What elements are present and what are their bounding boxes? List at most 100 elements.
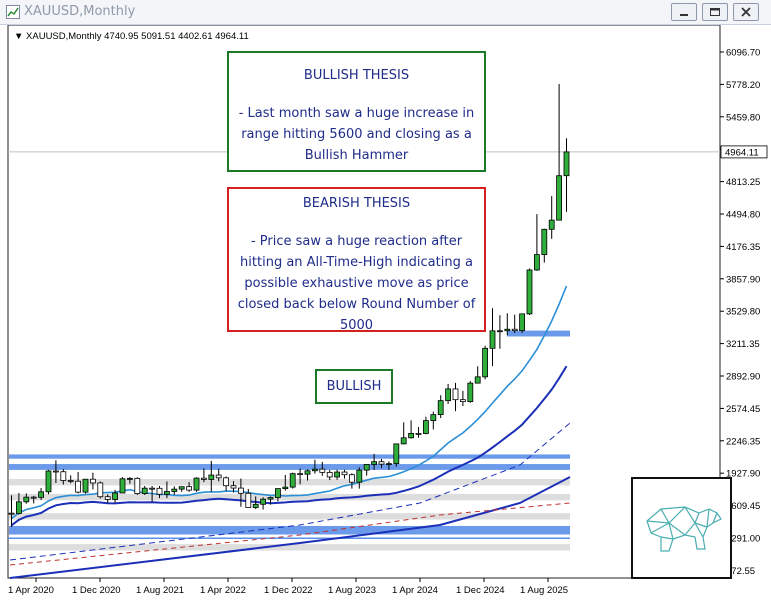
candle-body xyxy=(267,497,274,500)
bias-label: BULLISH xyxy=(315,369,393,404)
close-icon xyxy=(741,7,751,17)
candle-body xyxy=(519,313,525,332)
candle-body xyxy=(452,388,459,401)
window-titlebar: XAUUSD,Monthly xyxy=(0,0,771,25)
candle-body xyxy=(393,443,400,465)
zone-3 xyxy=(9,493,570,501)
price-tick-label: 1291.00 xyxy=(726,534,760,545)
candle-body xyxy=(363,464,370,471)
candle-body xyxy=(104,496,111,500)
candle-body xyxy=(489,330,496,349)
time-tick-label: 1 Aug 2021 xyxy=(136,585,184,596)
zone-7 xyxy=(507,330,570,337)
bearish-thesis-box: BEARISH THESIS - Price saw a huge reacti… xyxy=(227,187,486,333)
bear-logo xyxy=(631,477,732,579)
chart-header: ▼ XAUUSD,Monthly 4740.95 5091.51 4402.61… xyxy=(14,31,249,42)
price-tick-label: 5459.80 xyxy=(726,112,760,123)
candle-body xyxy=(348,474,355,483)
time-tick-label: 1 Dec 2020 xyxy=(72,585,121,596)
close-button[interactable] xyxy=(733,3,759,21)
candle-body xyxy=(208,474,215,480)
candle-body xyxy=(230,485,237,489)
price-tick-label: 3529.80 xyxy=(726,307,760,318)
zone-2 xyxy=(9,513,570,520)
zone-6 xyxy=(9,454,570,459)
price-tick-label: 5778.20 xyxy=(726,80,760,91)
bullish-thesis-text: - Last month saw a huge increase in rang… xyxy=(238,106,475,163)
candle-body xyxy=(252,503,259,508)
bearish-thesis-title: BEARISH THESIS xyxy=(302,196,411,211)
candle-body xyxy=(445,388,452,402)
candle-body xyxy=(304,470,311,475)
price-tick-label: 2574.45 xyxy=(726,404,760,415)
minimize-icon xyxy=(680,14,688,16)
zone-5 xyxy=(9,464,570,470)
candle-body xyxy=(38,491,44,498)
candle-body xyxy=(215,474,222,479)
candle-body xyxy=(430,414,437,422)
bullish-thesis-box: BULLISH THESIS - Last month saw a huge i… xyxy=(227,51,486,172)
candle-body xyxy=(60,471,67,481)
candle-body xyxy=(274,488,281,498)
candle-body xyxy=(385,463,392,466)
candle-body xyxy=(556,175,562,221)
candle-body xyxy=(141,487,148,495)
price-tick-label: 1927.90 xyxy=(726,469,760,480)
price-tick-label: 2246.35 xyxy=(726,436,760,447)
candle-body xyxy=(23,496,30,503)
bearish-thesis-text: - Price saw a huge reaction after hittin… xyxy=(237,234,476,333)
candle-body xyxy=(459,399,466,403)
price-tick-label: 4494.80 xyxy=(726,210,760,221)
candle-body xyxy=(82,478,89,493)
ma-slow-line xyxy=(10,365,568,527)
candle-body xyxy=(326,471,333,478)
bullish-thesis-title: BULLISH THESIS xyxy=(303,68,410,83)
candle-body xyxy=(134,477,141,495)
candle-body xyxy=(548,219,555,230)
restore-icon xyxy=(710,8,720,16)
time-tick-label: 1 Apr 2024 xyxy=(392,585,438,596)
candle-body xyxy=(119,478,126,494)
candle-body xyxy=(400,437,407,445)
candle-body xyxy=(67,480,74,482)
candle-body xyxy=(534,254,540,271)
ma-dashed-line xyxy=(9,422,571,561)
candle-body xyxy=(193,477,200,491)
time-tick-label: 1 Dec 2024 xyxy=(456,585,505,596)
price-tick-label: 6096.70 xyxy=(726,48,760,59)
candle-body xyxy=(474,376,481,384)
geometric-bear-icon xyxy=(646,506,722,552)
candle-body xyxy=(511,328,518,332)
candle-body xyxy=(163,491,170,495)
zone-1 xyxy=(9,525,570,535)
candle-body xyxy=(422,420,429,434)
price-chart[interactable]: ▼ XAUUSD,Monthly 4740.95 5091.51 4402.61… xyxy=(0,24,771,608)
candle-body xyxy=(45,470,52,493)
candle-body xyxy=(260,498,267,505)
zone-4 xyxy=(9,478,570,486)
candle-body xyxy=(15,501,22,514)
chart-window[interactable]: ▼ XAUUSD,Monthly 4740.95 5091.51 4402.61… xyxy=(0,24,771,608)
candle-body xyxy=(289,473,296,488)
candle-body xyxy=(97,482,104,498)
time-tick-label: 1 Apr 2022 xyxy=(200,585,246,596)
price-tick-label: 4813.25 xyxy=(726,177,760,188)
price-tick-label: 1609.45 xyxy=(726,501,760,512)
candle-body xyxy=(237,487,244,494)
maximize-button[interactable] xyxy=(702,3,728,21)
price-tick-label: 972.55 xyxy=(726,566,755,577)
candle-body xyxy=(53,470,59,473)
candle-body xyxy=(127,477,133,480)
ma-red-dashed-line xyxy=(9,502,571,566)
candle-body xyxy=(415,433,422,435)
candle-body xyxy=(178,486,185,490)
candle-body xyxy=(75,480,81,493)
chart-app-icon xyxy=(6,5,20,19)
candle-body xyxy=(526,269,533,315)
candle-body xyxy=(171,488,178,492)
candle-body xyxy=(378,461,385,465)
current-price-tag xyxy=(720,145,768,159)
plot-frame xyxy=(7,24,721,579)
price-tick-label: 4176.35 xyxy=(726,242,760,253)
minimize-button[interactable] xyxy=(671,3,697,21)
